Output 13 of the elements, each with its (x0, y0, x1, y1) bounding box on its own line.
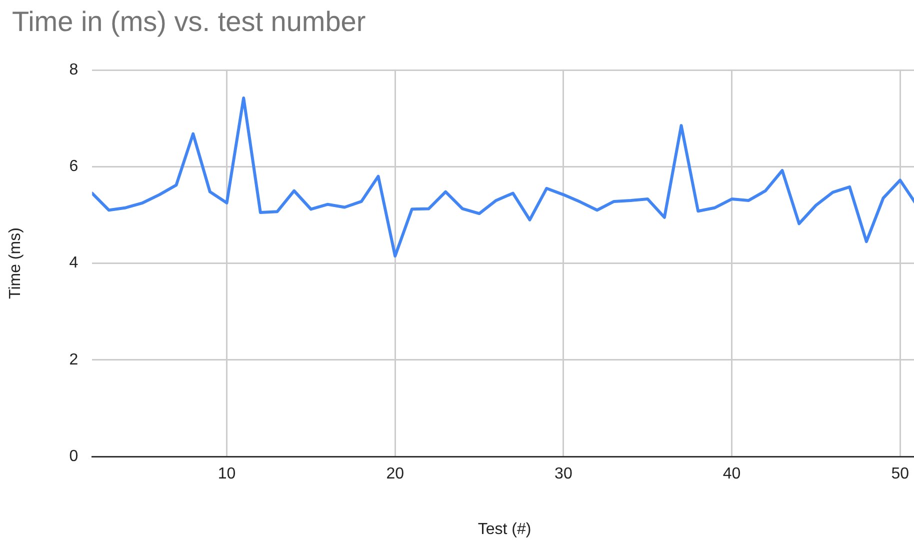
y-tick-label: 4 (69, 254, 78, 272)
y-tick-label: 8 (69, 61, 78, 78)
chart-title: Time in (ms) vs. test number (12, 6, 366, 38)
x-tick-label: 40 (722, 466, 741, 483)
y-tick-label: 0 (69, 448, 78, 466)
x-axis-title: Test (#) (478, 520, 532, 538)
x-tick-label: 50 (891, 466, 910, 483)
y-tick-label: 6 (69, 158, 78, 176)
x-tick-label: 10 (218, 466, 236, 483)
y-tick-label: 2 (69, 351, 78, 368)
y-axis-title: Time (ms) (7, 228, 24, 299)
x-tick-label: 30 (554, 466, 572, 483)
x-tick-label: 20 (386, 466, 404, 483)
